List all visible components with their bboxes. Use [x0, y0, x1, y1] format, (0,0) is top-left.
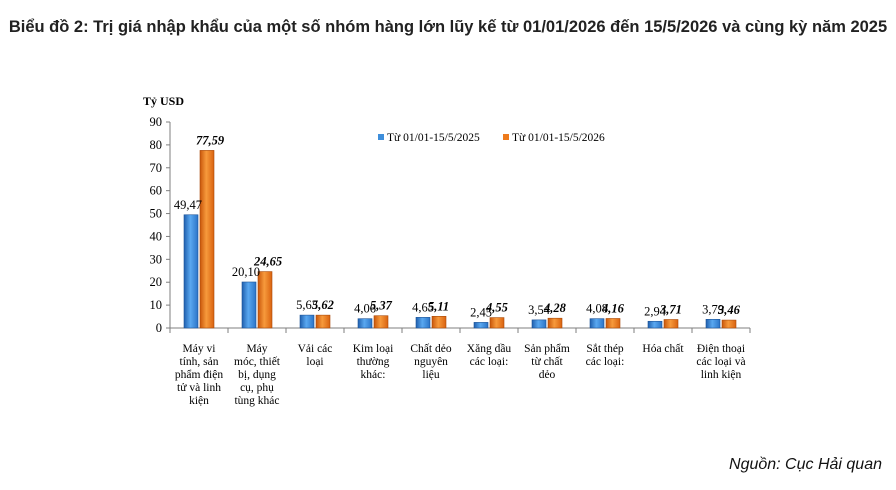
y-tick-label: 60: [150, 184, 163, 198]
data-label-2026: 5,11: [428, 299, 449, 313]
bar-2025: [299, 314, 315, 329]
category-label: Sắt thép: [586, 342, 624, 355]
data-label-2026: 77,59: [196, 133, 225, 147]
category-label: Hóa chất: [642, 342, 684, 355]
bar-2026: [663, 319, 679, 329]
category-label: dẻo: [539, 369, 556, 381]
legend-swatch-2026: [503, 134, 509, 140]
legend: Từ 01/01-15/5/2025 Từ 01/01-15/5/2026: [378, 132, 605, 144]
y-tick-label: 0: [156, 321, 162, 335]
y-axis: 0 10 20 30 40 50 60 70 80 90: [150, 115, 171, 335]
y-tick-label: 80: [150, 138, 163, 152]
bar-2026: [373, 315, 389, 329]
data-label-2026: 5,62: [312, 298, 334, 312]
data-label-2026: 4,55: [485, 301, 508, 315]
category-label: Máy: [246, 343, 267, 355]
data-label-2025: 3,54: [528, 303, 551, 317]
data-label-2026: 5,37: [370, 299, 393, 313]
bar-2026: [721, 319, 737, 329]
category-label: linh kiện: [701, 369, 742, 381]
data-label-2025: 5,63: [296, 298, 318, 312]
category-label: các loại và: [696, 356, 745, 368]
category-label: Điện thoại: [697, 343, 745, 355]
category-label: các loại:: [586, 356, 625, 368]
category-label: tính, sản: [180, 356, 219, 368]
bars: [183, 150, 737, 329]
bar-2026: [605, 318, 621, 329]
data-label-2025: 4,08: [586, 302, 608, 316]
category-label: thường: [357, 356, 390, 368]
bar-2025: [183, 214, 199, 329]
category-label: phẩm điện: [175, 368, 223, 381]
category-label: từ chất: [531, 355, 563, 368]
legend-label-2026: Từ 01/01-15/5/2026: [512, 132, 605, 144]
y-tick-label: 70: [150, 161, 163, 175]
y-axis-label: Tỷ USD: [143, 94, 184, 108]
data-label-2026: 4,16: [601, 301, 625, 315]
y-tick-label: 20: [150, 275, 163, 289]
bar-2025: [589, 318, 605, 329]
data-label-2025: 49,47: [174, 198, 202, 212]
category-label: móc, thiết: [234, 355, 281, 368]
bar-2025: [473, 322, 489, 329]
y-tick-label: 50: [150, 207, 163, 221]
bar-2025: [647, 320, 663, 329]
bar-2025: [241, 281, 257, 329]
category-label: cụ, phụ: [240, 382, 274, 394]
category-label: Máy vi: [183, 343, 216, 355]
y-tick-label: 90: [150, 115, 163, 129]
category-label: nguyên: [414, 356, 448, 368]
bar-2026: [431, 316, 447, 329]
bar-2025: [705, 319, 721, 329]
category-label: tử và linh: [177, 382, 221, 394]
category-label: Xăng dầu: [467, 342, 512, 355]
bar-2026: [547, 317, 563, 329]
source-note: Nguồn: Cục Hải quan: [729, 456, 882, 473]
bar-2026: [489, 317, 505, 329]
page-title: Biểu đồ 2: Trị giá nhập khẩu của một số …: [8, 18, 888, 36]
category-label: loại: [306, 356, 323, 368]
category-label: Chất dẻo: [410, 342, 451, 355]
category-label: khác:: [361, 369, 386, 381]
data-label-2026: 4,28: [543, 301, 567, 315]
category-label: kiện: [189, 395, 209, 407]
category-label: Kim loại: [353, 343, 394, 355]
data-label-2025: 4,06: [354, 302, 376, 316]
legend-label-2025: Từ 01/01-15/5/2025: [387, 132, 480, 144]
y-tick-label: 40: [150, 229, 163, 243]
data-label-2025: 3,79: [702, 302, 724, 316]
bar-2026: [257, 271, 273, 329]
data-label-2025: 2,94: [644, 304, 667, 318]
data-label-2025: 4,65: [412, 300, 434, 314]
bar-2026: [199, 150, 215, 329]
data-label-2026: 24,65: [253, 255, 282, 269]
y-tick-label: 30: [150, 252, 163, 266]
category-label: bị, dụng: [238, 369, 276, 381]
data-label-2026: 3,71: [659, 303, 682, 317]
category-label: Vải các: [298, 343, 333, 355]
category-label: liệu: [422, 369, 439, 381]
data-label-2025: 20,10: [232, 265, 260, 279]
legend-swatch-2025: [378, 134, 384, 140]
x-axis: [169, 327, 751, 333]
bar-2026: [315, 314, 331, 329]
category-label: Sản phẩm: [524, 342, 570, 355]
data-label-2026: 3,46: [717, 303, 741, 317]
bar-2025: [357, 318, 373, 329]
y-tick-label: 10: [150, 298, 163, 312]
bar-2025: [531, 319, 547, 329]
data-label-2025: 2,45: [470, 305, 492, 319]
category-label: tùng khác: [234, 395, 279, 407]
bar-2025: [415, 317, 431, 329]
category-label: các loại:: [470, 356, 509, 368]
